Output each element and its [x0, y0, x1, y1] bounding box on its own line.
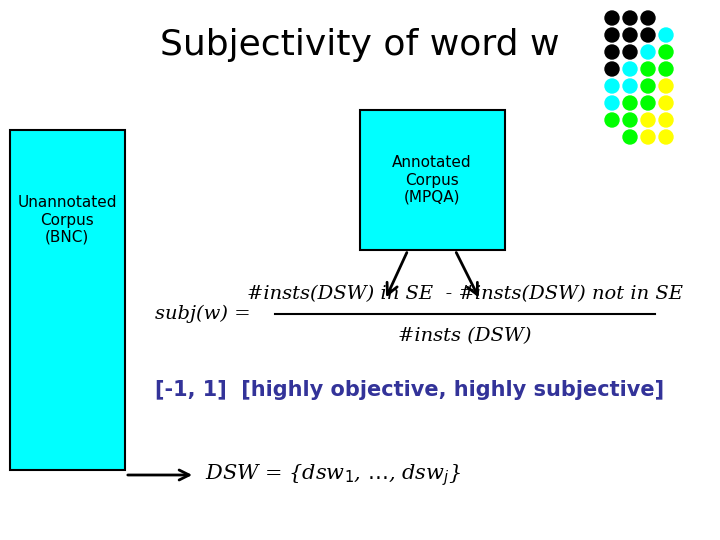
Circle shape [659, 62, 673, 76]
Text: Subjectivity of word w: Subjectivity of word w [161, 28, 559, 62]
Circle shape [623, 62, 637, 76]
Circle shape [659, 45, 673, 59]
Circle shape [605, 45, 619, 59]
Circle shape [641, 11, 655, 25]
Circle shape [605, 113, 619, 127]
Text: DSW = {dsw$_1$, $\ldots$, dsw$_j$}: DSW = {dsw$_1$, $\ldots$, dsw$_j$} [205, 462, 461, 488]
Circle shape [623, 96, 637, 110]
Text: Annotated
Corpus
(MPQA): Annotated Corpus (MPQA) [392, 155, 472, 205]
Text: #insts (DSW): #insts (DSW) [398, 327, 532, 345]
Circle shape [605, 11, 619, 25]
Circle shape [641, 96, 655, 110]
Circle shape [623, 130, 637, 144]
Circle shape [605, 28, 619, 42]
Circle shape [641, 113, 655, 127]
Bar [10, 130, 125, 470]
Text: [-1, 1]  [highly objective, highly subjective]: [-1, 1] [highly objective, highly subjec… [155, 380, 664, 400]
Circle shape [605, 96, 619, 110]
Circle shape [641, 79, 655, 93]
Circle shape [641, 62, 655, 76]
Circle shape [659, 96, 673, 110]
Text: #insts(DSW) in SE  - #insts(DSW) not in SE: #insts(DSW) in SE - #insts(DSW) not in S… [247, 285, 683, 303]
Circle shape [623, 28, 637, 42]
Circle shape [659, 113, 673, 127]
Bar [360, 110, 505, 250]
Circle shape [659, 130, 673, 144]
Circle shape [659, 28, 673, 42]
Circle shape [623, 45, 637, 59]
Circle shape [623, 11, 637, 25]
Text: subj(w) =: subj(w) = [155, 305, 251, 323]
Circle shape [641, 130, 655, 144]
Circle shape [623, 113, 637, 127]
Circle shape [641, 28, 655, 42]
Text: Unannotated
Corpus
(BNC): Unannotated Corpus (BNC) [17, 195, 117, 245]
Circle shape [605, 62, 619, 76]
Circle shape [605, 79, 619, 93]
Circle shape [659, 79, 673, 93]
Circle shape [641, 45, 655, 59]
Circle shape [623, 79, 637, 93]
